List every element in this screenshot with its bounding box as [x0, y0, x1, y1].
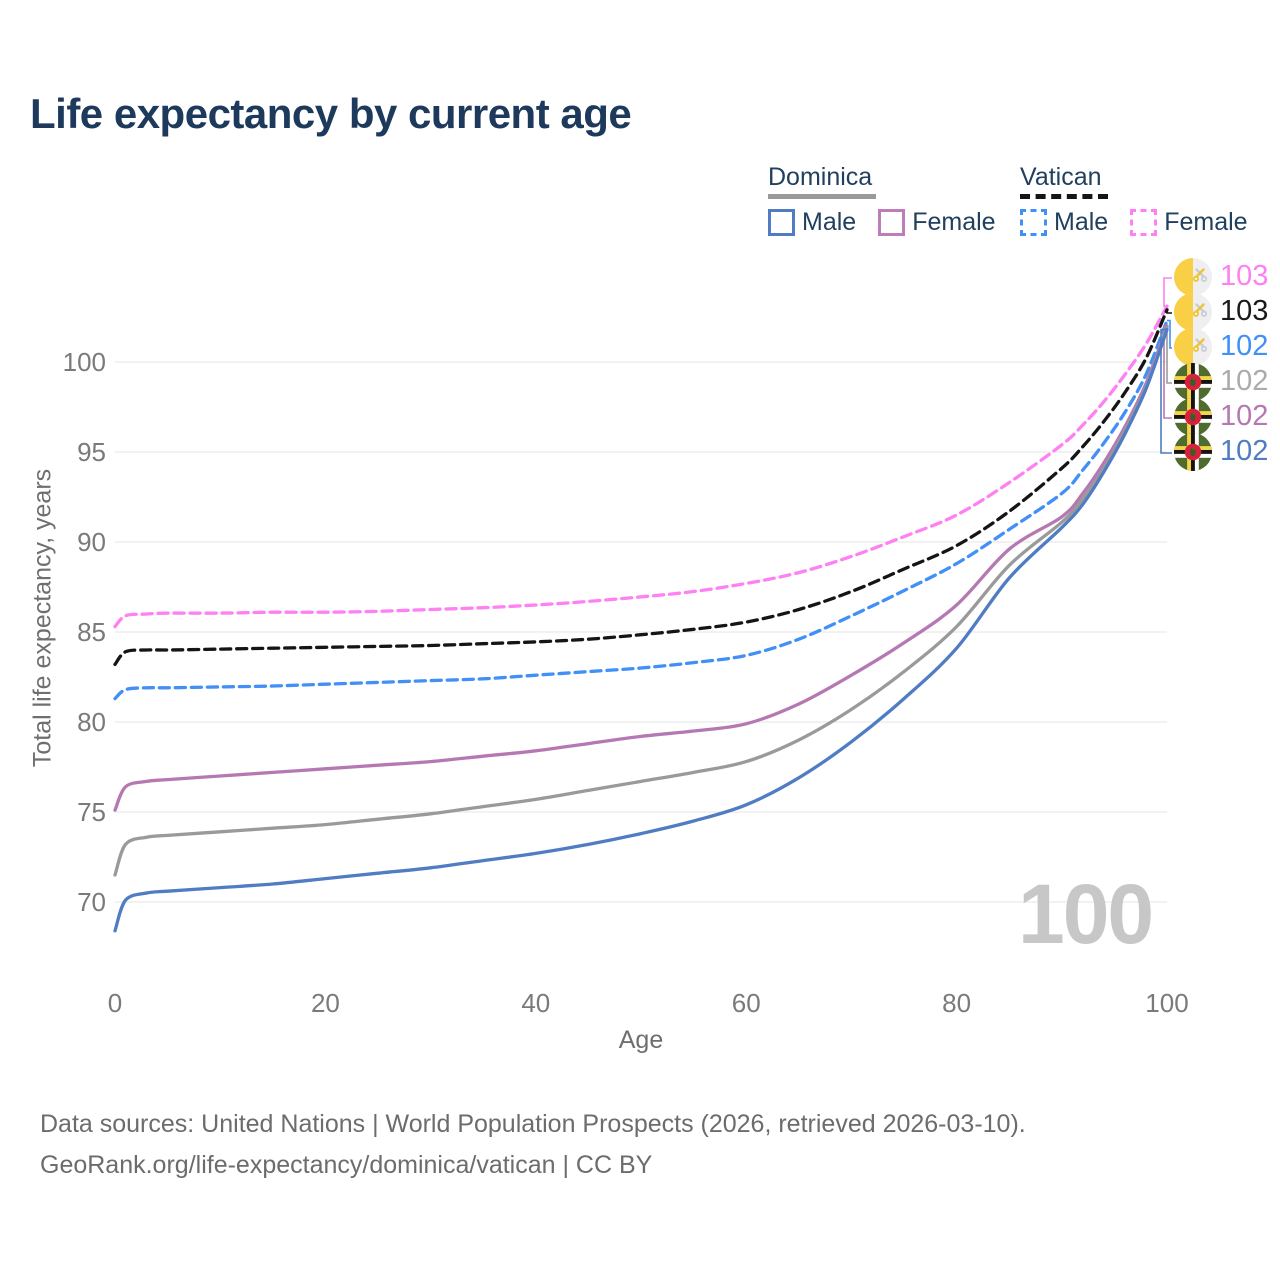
- end-label-leader-line: [1160, 328, 1172, 454]
- x-tick-label: 40: [521, 988, 550, 1018]
- x-tick-label: 60: [732, 988, 761, 1018]
- y-tick-label: 85: [77, 617, 106, 647]
- series-line-vatican-male[interactable]: [113, 318, 1169, 701]
- age-hover-watermark: 100: [1018, 867, 1154, 961]
- legend: Dominica Male Female Vatican Male Female: [768, 163, 1268, 243]
- y-tick-label: 80: [77, 707, 106, 737]
- x-axis-title: Age: [618, 1026, 664, 1054]
- legend-swatch-vatican-female[interactable]: [1130, 209, 1158, 236]
- end-label-value: 102: [1220, 365, 1269, 397]
- legend-dominica-line-swatch: [768, 194, 876, 199]
- end-label-row: 102: [1174, 327, 1269, 366]
- x-tick-label: 20: [311, 988, 340, 1018]
- y-tick-label: 100: [63, 347, 106, 377]
- end-label-row: 103: [1174, 292, 1269, 331]
- y-tick-label: 95: [77, 437, 106, 467]
- legend-label-dominica-female[interactable]: Female: [912, 208, 996, 236]
- end-value-labels: 103 103 102 102 102 102: [1174, 257, 1269, 471]
- end-label-value: 102: [1220, 400, 1269, 432]
- series-line-dominica-both-sexes[interactable]: [113, 326, 1169, 877]
- series-line-vatican-both-sexes[interactable]: [113, 308, 1169, 667]
- legend-vatican-line-swatch: [1020, 194, 1108, 199]
- dominica-flag-icon: [1174, 432, 1212, 471]
- legend-label-vatican-male[interactable]: Male: [1054, 208, 1109, 236]
- footer: Data sources: United Nations | World Pop…: [40, 1104, 1026, 1186]
- legend-swatch-vatican-male[interactable]: [1020, 209, 1047, 236]
- y-tick-label: 90: [77, 527, 106, 557]
- legend-swatch-dominica-male[interactable]: [768, 209, 795, 236]
- attribution-link-text[interactable]: GeoRank.org/life-expectancy/dominica/vat…: [40, 1151, 653, 1179]
- legend-label-vatican-female[interactable]: Female: [1164, 208, 1248, 236]
- x-tick-label: 0: [108, 988, 122, 1018]
- end-label-leader-line: [1167, 319, 1172, 349]
- end-label-row: 102: [1174, 397, 1269, 436]
- end-label-value: 102: [1220, 435, 1269, 467]
- vatican-flag-icon: [1174, 292, 1212, 331]
- end-label-row: 103: [1174, 257, 1269, 296]
- end-label-leader-line: [1166, 309, 1172, 314]
- dominica-flag-icon: [1174, 397, 1212, 436]
- series-line-dominica-male[interactable]: [113, 327, 1169, 933]
- y-tick-label: 70: [77, 887, 106, 917]
- x-tick-label: 80: [942, 988, 971, 1018]
- end-label-row: 102: [1174, 362, 1269, 401]
- legend-group-vatican: Vatican Male Female: [1020, 163, 1270, 237]
- legend-dominica-title: Dominica: [768, 163, 873, 191]
- legend-vatican-title: Vatican: [1020, 163, 1102, 191]
- end-label-value: 103: [1220, 295, 1269, 327]
- dominica-flag-icon: [1174, 362, 1212, 401]
- vatican-flag-icon: [1174, 327, 1212, 366]
- series-line-vatican-female[interactable]: [113, 304, 1169, 629]
- end-label-value: 102: [1220, 330, 1269, 362]
- legend-group-dominica: Dominica Male Female: [768, 163, 1018, 237]
- end-label-leader-line: [1166, 327, 1172, 384]
- end-label-value: 103: [1220, 260, 1269, 292]
- end-label-leader-line: [1163, 277, 1172, 307]
- series-line-dominica-female[interactable]: [113, 324, 1169, 812]
- data-sources-text: Data sources: United Nations | World Pop…: [40, 1110, 1026, 1138]
- y-axis-title: Total life expectancy, years: [28, 468, 57, 768]
- legend-label-dominica-male[interactable]: Male: [802, 208, 857, 236]
- legend-swatch-dominica-female[interactable]: [878, 209, 906, 236]
- x-tick-label: 100: [1145, 988, 1188, 1018]
- page-title: Life expectancy by current age: [30, 90, 632, 137]
- y-tick-label: 75: [77, 797, 106, 827]
- vatican-flag-icon: [1174, 257, 1212, 296]
- end-label-row: 102: [1174, 432, 1269, 471]
- end-label-leader-line: [1163, 325, 1172, 419]
